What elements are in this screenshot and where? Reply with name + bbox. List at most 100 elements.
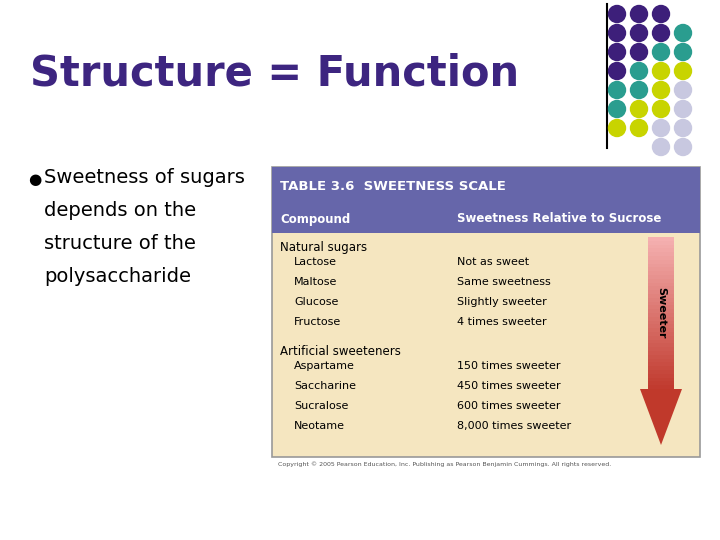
Circle shape	[608, 24, 626, 42]
Bar	[648, 377, 674, 382]
Circle shape	[608, 5, 626, 23]
Bar	[648, 309, 674, 314]
Bar	[648, 347, 674, 352]
Text: Slightly sweeter: Slightly sweeter	[457, 297, 546, 307]
Bar	[648, 290, 674, 295]
Bar	[648, 370, 674, 375]
Bar	[648, 359, 674, 363]
Circle shape	[631, 44, 647, 60]
Text: Sweeter: Sweeter	[656, 287, 666, 339]
Text: Compound: Compound	[280, 213, 350, 226]
Circle shape	[608, 82, 626, 98]
Text: 150 times sweeter: 150 times sweeter	[457, 361, 560, 371]
Bar	[648, 264, 674, 268]
Circle shape	[652, 5, 670, 23]
Circle shape	[608, 44, 626, 60]
Text: Neotame: Neotame	[294, 421, 345, 431]
Bar	[648, 275, 674, 280]
Text: Sweetness of sugars: Sweetness of sugars	[44, 168, 245, 187]
Text: Fructose: Fructose	[294, 317, 341, 327]
Text: 600 times sweeter: 600 times sweeter	[457, 401, 560, 411]
Bar	[648, 374, 674, 379]
Text: TABLE 3.6  SWEETNESS SCALE: TABLE 3.6 SWEETNESS SCALE	[280, 179, 506, 192]
Circle shape	[675, 100, 691, 118]
Text: Saccharine: Saccharine	[294, 381, 356, 391]
Circle shape	[608, 100, 626, 118]
Text: polysaccharide: polysaccharide	[44, 267, 191, 286]
Bar	[648, 355, 674, 360]
Bar	[648, 325, 674, 329]
Bar	[648, 252, 674, 257]
Bar	[648, 256, 674, 261]
Text: ●: ●	[28, 172, 41, 187]
Circle shape	[631, 24, 647, 42]
Bar	[648, 271, 674, 276]
Bar	[648, 245, 674, 249]
Text: Copyright © 2005 Pearson Education, Inc. Publishing as Pearson Benjamin Cummings: Copyright © 2005 Pearson Education, Inc.…	[278, 461, 611, 467]
Text: structure of the: structure of the	[44, 234, 196, 253]
Text: 8,000 times sweeter: 8,000 times sweeter	[457, 421, 571, 431]
Circle shape	[652, 119, 670, 137]
Circle shape	[608, 119, 626, 137]
Text: Lactose: Lactose	[294, 257, 337, 267]
Circle shape	[631, 119, 647, 137]
Bar	[648, 306, 674, 310]
Circle shape	[652, 24, 670, 42]
Circle shape	[675, 44, 691, 60]
Text: depends on the: depends on the	[44, 201, 196, 220]
Text: Artificial sweeteners: Artificial sweeteners	[280, 345, 401, 358]
Text: Aspartame: Aspartame	[294, 361, 355, 371]
Circle shape	[631, 63, 647, 79]
Bar	[648, 381, 674, 386]
Bar	[648, 260, 674, 265]
Circle shape	[675, 119, 691, 137]
Bar	[648, 298, 674, 302]
Text: Glucose: Glucose	[294, 297, 338, 307]
Circle shape	[675, 138, 691, 156]
Circle shape	[675, 63, 691, 79]
Text: 450 times sweeter: 450 times sweeter	[457, 381, 561, 391]
Bar	[272, 167, 700, 205]
Bar	[648, 237, 674, 242]
Bar	[648, 241, 674, 246]
Bar	[648, 313, 674, 318]
Circle shape	[631, 82, 647, 98]
Bar	[272, 205, 700, 233]
Bar	[272, 167, 700, 457]
Bar	[648, 343, 674, 348]
Bar	[648, 286, 674, 291]
Bar	[648, 328, 674, 333]
Circle shape	[675, 24, 691, 42]
Bar	[648, 321, 674, 326]
Bar	[648, 332, 674, 337]
Circle shape	[608, 63, 626, 79]
Circle shape	[652, 44, 670, 60]
Polygon shape	[640, 389, 682, 445]
Text: Maltose: Maltose	[294, 277, 338, 287]
Bar	[648, 317, 674, 322]
Bar	[648, 340, 674, 345]
Text: 4 times sweeter: 4 times sweeter	[457, 317, 546, 327]
Bar	[648, 385, 674, 390]
Text: Sweetness Relative to Sucrose: Sweetness Relative to Sucrose	[457, 213, 662, 226]
Bar	[648, 248, 674, 253]
Text: Structure = Function: Structure = Function	[30, 52, 519, 94]
Bar	[648, 362, 674, 367]
Bar	[648, 366, 674, 371]
Bar	[648, 279, 674, 284]
Bar	[648, 351, 674, 356]
Circle shape	[652, 63, 670, 79]
Text: Same sweetness: Same sweetness	[457, 277, 551, 287]
Circle shape	[631, 5, 647, 23]
Bar	[648, 294, 674, 299]
Circle shape	[652, 100, 670, 118]
Text: Natural sugars: Natural sugars	[280, 241, 367, 254]
Bar	[648, 282, 674, 287]
Circle shape	[652, 82, 670, 98]
Circle shape	[675, 82, 691, 98]
Text: Not as sweet: Not as sweet	[457, 257, 529, 267]
Circle shape	[631, 100, 647, 118]
Circle shape	[652, 138, 670, 156]
Bar	[648, 267, 674, 272]
Text: Sucralose: Sucralose	[294, 401, 348, 411]
